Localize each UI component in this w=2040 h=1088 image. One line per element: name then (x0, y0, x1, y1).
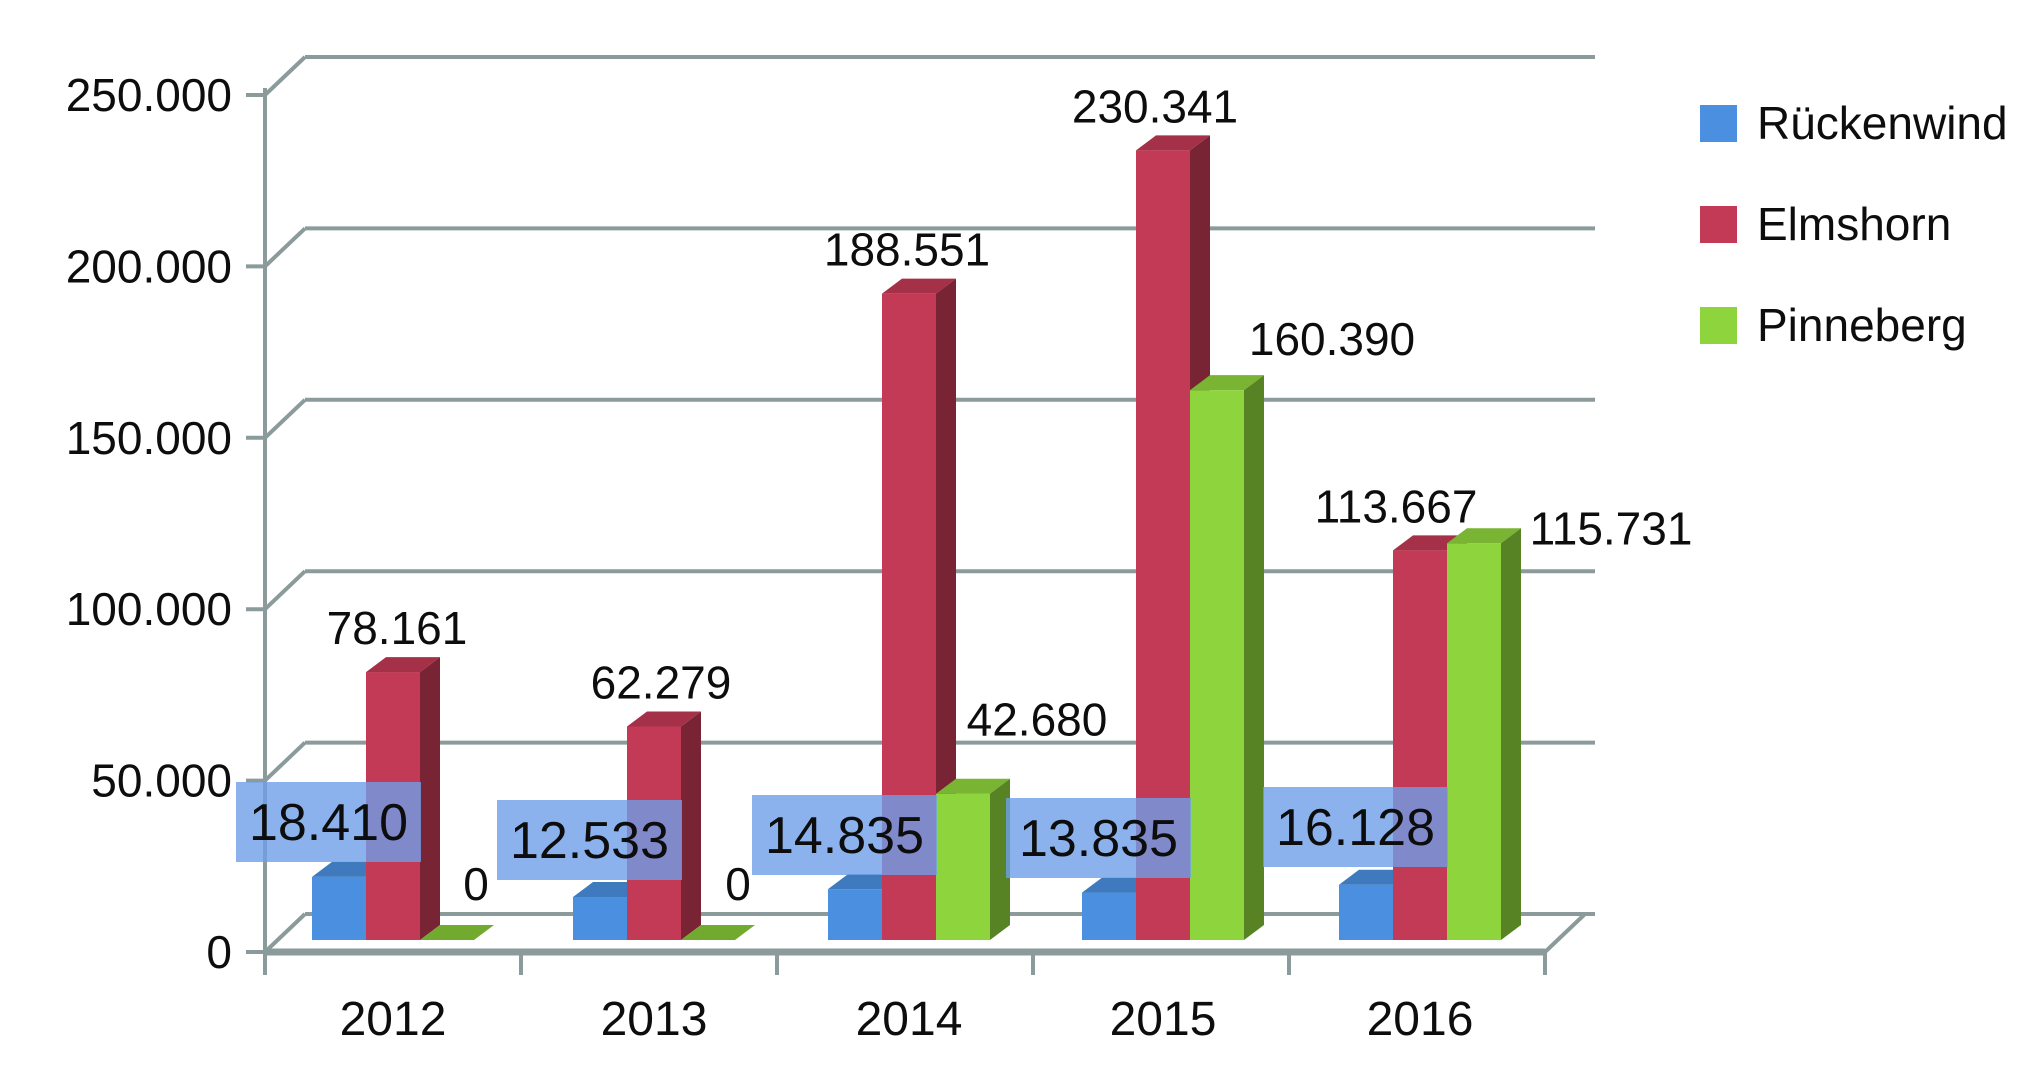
bar-front-rckenwind-2016 (1339, 884, 1393, 940)
bar-zero-pinneberg-2012 (420, 925, 494, 940)
bar-top-elmshorn-2012 (366, 657, 440, 673)
data-label-rueckenwind-2015: 13.835 (1019, 810, 1178, 868)
bar-front-pinneberg-2015 (1190, 390, 1244, 940)
bar-top-pinneberg-2014 (936, 778, 1010, 794)
gridline-diagonal-0 (263, 912, 307, 954)
data-label-rueckenwind-2012: 18.410 (249, 794, 408, 852)
y-axis-label-250.000: 250.000 (66, 69, 232, 121)
floor-right-edge (1543, 912, 1587, 954)
legend-item-elmshorn: Elmshorn (1700, 201, 2008, 247)
bar-front-elmshorn-2016 (1393, 550, 1447, 940)
y-axis-label-100.000: 100.000 (66, 583, 232, 635)
gridline-diagonal-50.000 (263, 741, 307, 783)
gridline-diagonal-150.000 (263, 398, 307, 440)
value-box-rueckenwind-2014 (752, 795, 937, 875)
value-box-rueckenwind-2013 (497, 800, 682, 880)
bar-top-elmshorn-2013 (627, 711, 701, 727)
data-label-elmshorn-2012: 78.161 (327, 602, 468, 654)
bar-front-pinneberg-2014 (936, 793, 990, 940)
x-axis-label-2013: 2013 (601, 993, 708, 1046)
x-axis-label-2014: 2014 (856, 993, 963, 1046)
x-axis-label-2015: 2015 (1110, 993, 1217, 1046)
bar-top-pinneberg-2015 (1190, 375, 1264, 391)
y-axis-label-150.000: 150.000 (66, 412, 232, 464)
data-label-elmshorn-2013: 62.279 (591, 657, 732, 709)
legend-item-rueckenwind: Rückenwind (1700, 100, 2008, 146)
legend: Rückenwind Elmshorn Pinneberg (1700, 100, 2008, 348)
bar-side-elmshorn-2012 (420, 657, 440, 940)
bar-front-rckenwind-2013 (573, 897, 627, 940)
y-axis-label-50.000: 50.000 (91, 755, 232, 807)
legend-item-pinneberg: Pinneberg (1700, 302, 2008, 348)
data-label-elmshorn-2014: 188.551 (824, 224, 990, 276)
data-label-rueckenwind-2016: 16.128 (1276, 799, 1435, 857)
data-label-pinneberg-2015: 160.390 (1249, 313, 1415, 365)
bar-front-rckenwind-2012 (312, 876, 366, 940)
data-label-pinneberg-2014: 42.680 (967, 694, 1108, 746)
value-box-rueckenwind-2012 (236, 782, 421, 862)
data-label-elmshorn-2016: 113.667 (1315, 480, 1478, 532)
x-axis-label-2012: 2012 (340, 993, 447, 1046)
data-label-pinneberg-2013: 0 (725, 858, 751, 910)
bar-side-pinneberg-2015 (1244, 375, 1264, 940)
data-label-pinneberg-2016: 115.731 (1530, 502, 1693, 554)
bar-side-elmshorn-2014 (936, 278, 956, 940)
value-box-rueckenwind-2016 (1263, 787, 1448, 867)
bar-top-elmshorn-2014 (882, 278, 956, 294)
bar-side-pinneberg-2016 (1501, 528, 1521, 940)
legend-swatch-pinneberg-icon (1700, 306, 1737, 344)
gridline-diagonal-100.000 (263, 569, 307, 611)
bar-front-rckenwind-2014 (828, 889, 882, 940)
gridline-diagonal-250.000 (263, 55, 307, 97)
bar-front-rckenwind-2015 (1082, 892, 1136, 940)
data-label-rueckenwind-2014: 14.835 (765, 807, 924, 865)
legend-label-rueckenwind: Rückenwind (1757, 97, 2008, 149)
bar-zero-pinneberg-2013 (681, 925, 755, 940)
bar-side-pinneberg-2014 (990, 778, 1010, 940)
legend-label-pinneberg: Pinneberg (1757, 299, 1967, 351)
x-axis-label-2016: 2016 (1367, 993, 1474, 1046)
bar-side-elmshorn-2013 (681, 711, 701, 940)
legend-label-elmshorn: Elmshorn (1757, 198, 1952, 250)
y-axis-label-0: 0 (206, 926, 232, 978)
bar-top-pinneberg-2016 (1447, 528, 1521, 544)
legend-swatch-rueckenwind-icon (1700, 104, 1737, 142)
bar-top-elmshorn-2015 (1136, 135, 1210, 151)
bar-front-pinneberg-2016 (1447, 543, 1501, 940)
data-label-rueckenwind-2013: 12.533 (510, 812, 669, 870)
value-box-rueckenwind-2015 (1006, 798, 1191, 878)
y-axis-label-200.000: 200.000 (66, 240, 232, 292)
legend-swatch-elmshorn-icon (1700, 205, 1737, 243)
data-label-elmshorn-2015: 230.341 (1072, 80, 1238, 132)
gridline-diagonal-200.000 (263, 226, 307, 268)
data-label-pinneberg-2012: 0 (463, 858, 489, 910)
